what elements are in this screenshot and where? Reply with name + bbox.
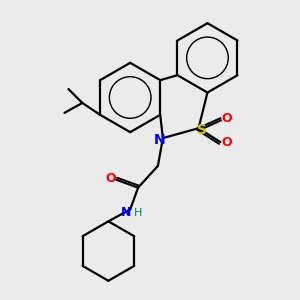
Text: S: S [196,123,206,137]
Text: N: N [154,133,166,147]
Text: O: O [221,136,232,148]
Text: H: H [134,208,142,218]
Text: O: O [105,172,116,185]
Text: N: N [121,206,131,219]
Text: O: O [221,112,232,125]
